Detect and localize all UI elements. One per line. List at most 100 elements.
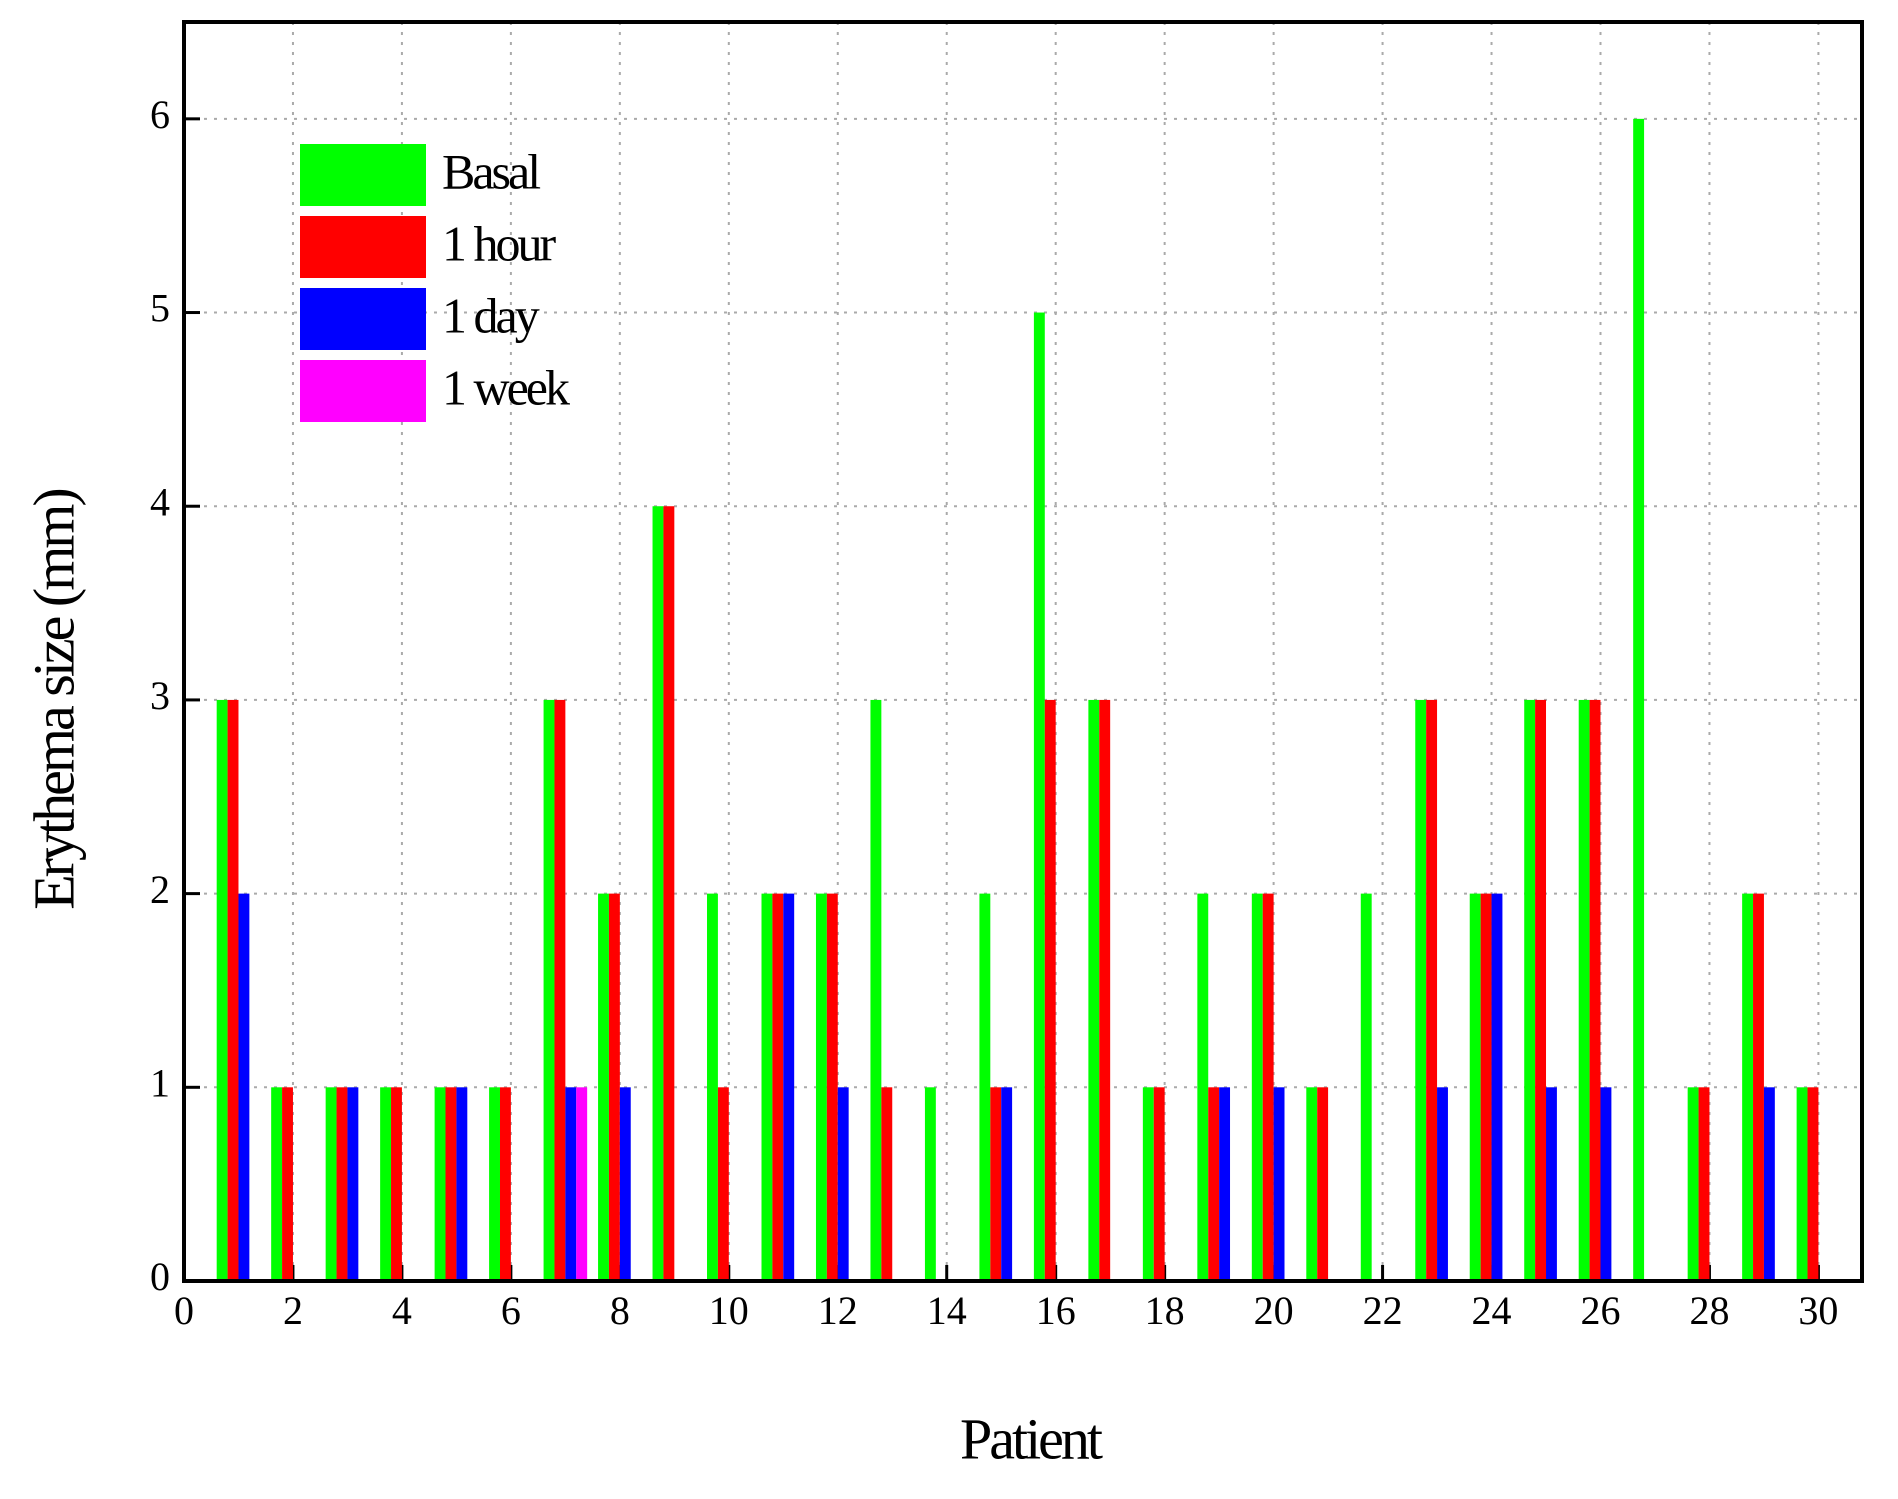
bar [1251, 893, 1263, 1281]
bar [347, 1087, 359, 1281]
x-tick-label: 28 [1689, 1288, 1729, 1333]
bar [608, 893, 620, 1281]
bar [238, 893, 250, 1281]
x-tick-label: 20 [1254, 1288, 1294, 1333]
bar [554, 699, 566, 1281]
bar [1535, 699, 1547, 1281]
bar [380, 1087, 392, 1281]
x-tick-label: 12 [818, 1288, 858, 1333]
bar [1742, 893, 1754, 1281]
bar [1033, 312, 1045, 1281]
bar [990, 1087, 1002, 1281]
bar [543, 699, 555, 1281]
bar [282, 1087, 293, 1281]
y-tick-label: 0 [150, 1254, 170, 1299]
bar [1197, 893, 1209, 1281]
bar [826, 893, 838, 1281]
bar [576, 1087, 588, 1281]
x-tick-label: 4 [392, 1288, 412, 1333]
y-tick-label: 4 [150, 479, 170, 524]
bar [924, 1087, 936, 1281]
plot-frame [182, 20, 1864, 1283]
bar [1262, 893, 1274, 1281]
bar [1491, 893, 1503, 1281]
bar [1698, 1087, 1710, 1281]
bar [1099, 699, 1111, 1281]
bar [1437, 1087, 1448, 1281]
bar [565, 1087, 577, 1281]
bar [881, 1087, 893, 1281]
bar [1317, 1087, 1329, 1281]
y-tick-label: 5 [150, 286, 170, 331]
legend-label: 1 hour [442, 215, 557, 271]
bar [1306, 1087, 1318, 1281]
bar [837, 1087, 849, 1281]
bar [1687, 1087, 1699, 1281]
legend-swatch [300, 288, 426, 350]
x-tick-label: 26 [1580, 1288, 1620, 1333]
legend-swatch [300, 360, 426, 422]
bar [1546, 1087, 1557, 1281]
bar [1219, 1087, 1231, 1281]
bar [489, 1087, 500, 1281]
bar [1426, 699, 1438, 1281]
x-tick-label: 18 [1145, 1288, 1185, 1333]
x-tick-label: 24 [1472, 1288, 1512, 1333]
bar [1600, 1087, 1612, 1281]
bar [1578, 699, 1590, 1281]
y-axis-title: Erythema size (mm) [21, 490, 86, 910]
bar [979, 893, 991, 1281]
bar [1796, 1087, 1808, 1281]
bar [499, 1087, 511, 1281]
legend-label: Basal [442, 143, 540, 199]
bar [870, 699, 882, 1281]
bar [1633, 118, 1645, 1281]
bar [598, 893, 609, 1281]
bar [1807, 1087, 1819, 1281]
x-tick-label: 22 [1363, 1288, 1403, 1333]
bar [227, 699, 239, 1281]
bar [434, 1087, 446, 1281]
legend-swatch [300, 144, 426, 206]
bar [1753, 893, 1764, 1281]
bar [216, 699, 228, 1281]
x-tick-label: 14 [927, 1288, 967, 1333]
x-tick-label: 30 [1798, 1288, 1838, 1333]
y-tick-label: 1 [150, 1060, 170, 1105]
bar [1273, 1087, 1285, 1281]
bar [391, 1087, 402, 1281]
bar [325, 1087, 337, 1281]
bar [652, 506, 664, 1281]
x-axis-title: Patient [960, 1406, 1103, 1471]
bar [772, 893, 784, 1281]
bar [1480, 893, 1492, 1281]
bar [761, 893, 773, 1281]
x-tick-label: 8 [610, 1288, 630, 1333]
legend-swatch [300, 216, 426, 278]
x-tick-label: 16 [1036, 1288, 1076, 1333]
bar [707, 893, 718, 1281]
legend-label: 1 week [442, 359, 570, 415]
bar [1469, 893, 1481, 1281]
y-tick-label: 3 [150, 673, 170, 718]
y-tick-label: 2 [150, 867, 170, 912]
bar [1153, 1087, 1165, 1281]
bar [663, 506, 675, 1281]
bar [456, 1087, 468, 1281]
x-tick-label: 2 [283, 1288, 303, 1333]
bar [815, 893, 827, 1281]
bar [445, 1087, 457, 1281]
bar [1589, 699, 1601, 1281]
bar [1524, 699, 1536, 1281]
bar [1001, 1087, 1013, 1281]
x-tick-label: 10 [709, 1288, 749, 1333]
bar [783, 893, 795, 1281]
bar [619, 1087, 631, 1281]
bar [336, 1087, 348, 1281]
bar [271, 1087, 283, 1281]
bar [1088, 699, 1100, 1281]
bar [1044, 699, 1056, 1281]
y-tick-label: 6 [150, 92, 170, 137]
